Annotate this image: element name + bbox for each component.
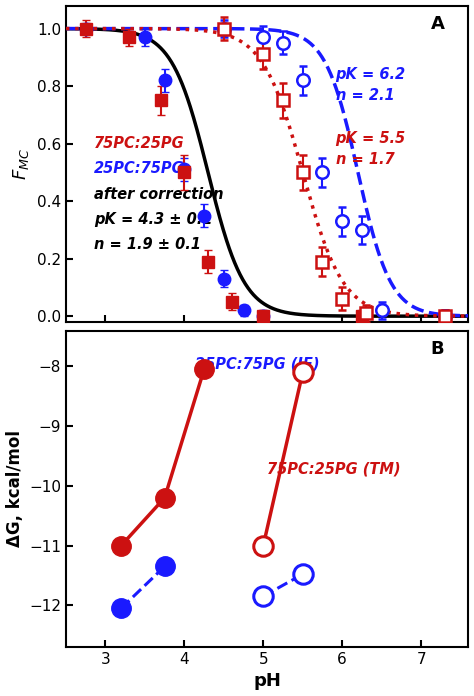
Text: 25PC:75PG (IF): 25PC:75PG (IF) [195, 356, 319, 372]
Text: n = 1.9 ± 0.1: n = 1.9 ± 0.1 [94, 237, 201, 252]
Text: 75PC:25PG: 75PC:25PG [94, 136, 185, 151]
Y-axis label: $\mathit{F}_{MC}$: $\mathit{F}_{MC}$ [11, 148, 31, 180]
Text: pK = 5.5
n = 1.7: pK = 5.5 n = 1.7 [336, 131, 406, 167]
Text: 25PC:75PG: 25PC:75PG [94, 161, 185, 176]
Text: B: B [431, 340, 444, 358]
Y-axis label: ΔG, kcal/mol: ΔG, kcal/mol [6, 430, 24, 547]
Text: after correction: after correction [94, 187, 224, 202]
Text: A: A [430, 15, 444, 33]
Text: pK = 4.3 ± 0.1: pK = 4.3 ± 0.1 [94, 212, 212, 227]
X-axis label: pH: pH [253, 672, 281, 690]
Text: 75PC:25PG (TM): 75PC:25PG (TM) [267, 461, 401, 476]
Text: pK = 6.2
n = 2.1: pK = 6.2 n = 2.1 [336, 68, 406, 104]
